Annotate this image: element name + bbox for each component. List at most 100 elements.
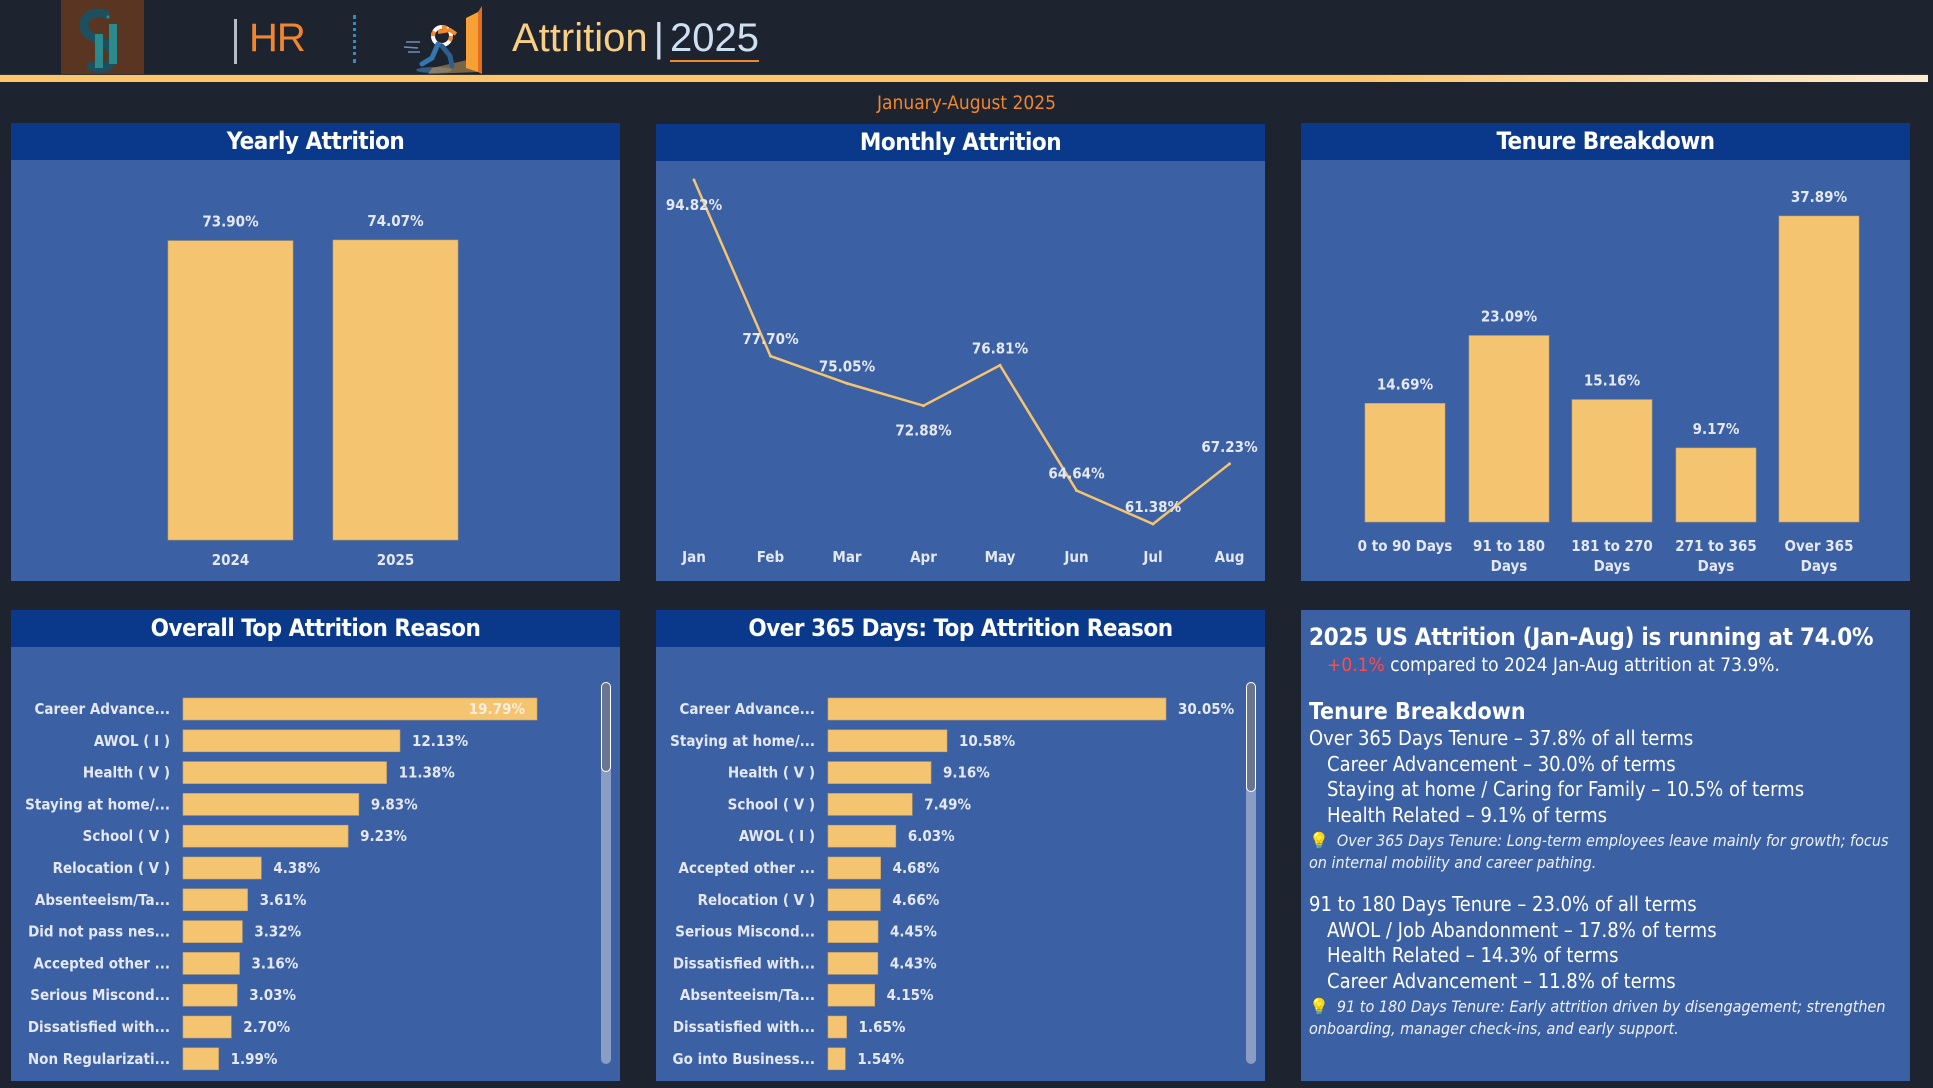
bar-2024 xyxy=(167,240,294,541)
comparison-text: compared to 2024 Jan-Aug attrition at 73… xyxy=(1384,654,1780,676)
company-logo xyxy=(61,0,144,82)
data-label: 37.89% xyxy=(1791,188,1848,206)
category-label: Staying at home/... xyxy=(25,795,170,813)
bar-reason xyxy=(182,761,387,784)
bar-tenure xyxy=(1571,399,1653,523)
page-title: Attrition | 2025 xyxy=(512,16,759,62)
bar-reason xyxy=(827,697,1167,721)
category-label: AWOL ( I ) xyxy=(94,732,170,750)
x-tick-label: Apr xyxy=(910,548,937,566)
data-label: 67.23% xyxy=(1201,438,1258,456)
data-label: 9.83% xyxy=(371,795,418,813)
data-label: 73.90% xyxy=(202,213,259,231)
bar-reason xyxy=(827,856,881,880)
data-label: 9.17% xyxy=(1693,420,1740,438)
category-label: Serious Miscond... xyxy=(30,986,170,1004)
data-label: 6.03% xyxy=(908,827,955,845)
bar-tenure xyxy=(1364,403,1446,523)
data-label: 72.88% xyxy=(895,422,952,440)
tenure-breakdown-chart: 14.69% 0 to 90 Days 23.09% 91 to 180 Days 15.… xyxy=(1358,188,1860,575)
x-tick-label: Jul xyxy=(1142,548,1162,566)
x-tick-label: Days xyxy=(1491,557,1528,575)
category-label: Relocation ( V ) xyxy=(698,891,815,909)
bar-reason xyxy=(182,697,538,721)
x-tick-label: Days xyxy=(1698,557,1735,575)
category-label: School ( V ) xyxy=(83,827,170,845)
bar-reason xyxy=(827,888,881,912)
category-label: Career Advance... xyxy=(680,700,815,718)
bar-tenure xyxy=(1675,447,1757,523)
category-label: AWOL ( I ) xyxy=(739,827,815,845)
x-tick-label: Days xyxy=(1801,557,1838,575)
date-range-subtitle: January-August 2025 xyxy=(877,92,1056,114)
data-label: 77.70% xyxy=(742,330,799,348)
data-point xyxy=(845,381,849,385)
data-label: 7.49% xyxy=(924,795,971,813)
tenure-heading: Tenure Breakdown xyxy=(1309,699,1526,725)
data-label: 1.99% xyxy=(231,1050,278,1068)
bar-reason xyxy=(182,729,401,753)
overall-reason-panel: Overall Top Attrition Reason Career Adva… xyxy=(11,610,620,1081)
yearly-attrition-chart: 73.90% 2024 74.07% 2025 xyxy=(167,212,459,569)
tenure-reason-item: AWOL / Job Abandonment – 17.8% of terms xyxy=(1327,917,1717,942)
running-exit-icon xyxy=(398,2,484,76)
scrollbar-thumb[interactable] xyxy=(601,682,611,772)
data-point xyxy=(769,354,772,358)
delta-value: +0.1% xyxy=(1327,654,1385,676)
tenure-reason-item: Staying at home / Caring for Family – 10… xyxy=(1327,777,1805,801)
data-label: 3.03% xyxy=(249,986,296,1004)
scrollbar-track[interactable] xyxy=(1246,682,1256,1064)
category-label: Dissatisfied with... xyxy=(28,1018,170,1036)
data-label: 75.05% xyxy=(819,357,876,375)
bar-reason xyxy=(827,793,913,816)
data-label: 4.15% xyxy=(887,986,934,1004)
bar-reason xyxy=(827,761,932,784)
x-tick-label: Mar xyxy=(832,548,862,566)
tenure-reason-item: Health Related – 14.3% of terms xyxy=(1327,943,1619,967)
category-label: Career Advance... xyxy=(35,700,170,718)
x-tick-label: Jan xyxy=(681,548,706,566)
tenure-reason-item: Health Related – 9.1% of terms xyxy=(1327,802,1608,827)
lightbulb-icon: 💡 xyxy=(1309,831,1329,850)
data-label: 61.38% xyxy=(1125,498,1182,516)
scrollbar-thumb[interactable] xyxy=(1246,682,1256,792)
monthly-attrition-panel: Monthly Attrition 94.82% Jan 77.70% Feb 75.0… xyxy=(656,124,1265,581)
tenure-breakdown-panel: Tenure Breakdown 14.69% 0 to 90 Days 23.09… xyxy=(1301,123,1910,581)
panel-title: Over 365 Days: Top Attrition Reason xyxy=(656,610,1265,647)
bar-reason xyxy=(182,888,248,912)
data-point xyxy=(692,178,696,182)
data-label: 10.58% xyxy=(959,732,1016,750)
overall-reason-chart: Career Advance... 19.79% AWOL ( I ) 12.13% H… xyxy=(25,697,538,1071)
bar-reason xyxy=(827,1047,846,1071)
x-tick-label: 271 to 365 xyxy=(1675,537,1756,555)
monthly-attrition-chart: 94.82% Jan 77.70% Feb 75.05% Mar 72.88% Apr 76.8… xyxy=(666,178,1258,566)
x-tick-label: Over 365 xyxy=(1785,537,1854,555)
category-label: Dissatisfied with... xyxy=(673,954,815,972)
bar-reason xyxy=(827,952,879,975)
data-label: 9.23% xyxy=(360,827,407,845)
data-point xyxy=(1075,488,1078,492)
category-label: Relocation ( V ) xyxy=(53,859,170,877)
bar-reason xyxy=(182,856,262,880)
scrollbar-track[interactable] xyxy=(601,682,611,1064)
data-label: 3.32% xyxy=(254,923,301,941)
x-tick-label: Jun xyxy=(1063,548,1088,566)
data-label: 4.66% xyxy=(892,891,939,909)
data-label: 94.82% xyxy=(666,196,723,214)
bar-reason xyxy=(827,729,948,753)
data-label: 4.43% xyxy=(890,954,937,972)
tenure-reason-item: Career Advancement – 30.0% of terms xyxy=(1327,751,1676,776)
x-tick-label: May xyxy=(985,548,1016,566)
attrition-summary-panel: 2025 US Attrition (Jan-Aug) is running a… xyxy=(1301,610,1910,1081)
over365-reason-panel: Over 365 Days: Top Attrition Reason Care… xyxy=(656,610,1265,1081)
category-label: Health ( V ) xyxy=(728,764,815,782)
data-label: 64.64% xyxy=(1048,464,1105,482)
data-label: 2.70% xyxy=(243,1018,290,1036)
title-text: Attrition xyxy=(512,16,648,60)
data-label: 23.09% xyxy=(1481,308,1538,326)
category-label: Accepted other ... xyxy=(34,954,170,972)
bar-reason xyxy=(827,983,875,1007)
title-separator: | xyxy=(653,16,664,60)
insight-tip: 💡 91 to 180 Days Tenure: Early attrition … xyxy=(1309,996,1902,1040)
bar-reason xyxy=(182,1015,232,1039)
